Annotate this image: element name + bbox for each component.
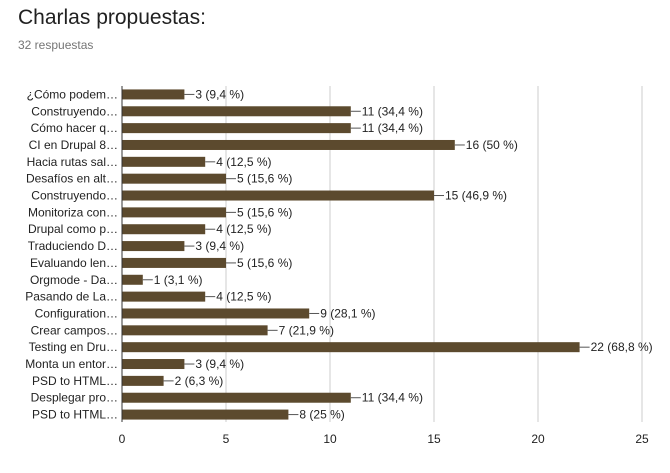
category-label: Construyendo… (31, 104, 118, 118)
category-label: Cómo hacer q… (31, 121, 118, 135)
category-label: Testing en Dru… (29, 340, 118, 354)
bar (122, 207, 226, 218)
category-label: Orgmode - Da… (30, 273, 118, 287)
bar (122, 156, 206, 167)
bar (122, 190, 434, 201)
bar (122, 325, 268, 336)
data-label: 7 (21,9 %) (279, 323, 334, 337)
category-label: Monta un entor… (25, 357, 118, 371)
data-label: 11 (34,4 %) (362, 121, 423, 135)
data-label: 5 (15,6 %) (237, 256, 292, 270)
data-label: 3 (9,4 %) (195, 87, 244, 101)
bar (122, 106, 351, 117)
category-label: Pasando de La… (25, 290, 118, 304)
bar (122, 224, 206, 235)
x-tick-label: 10 (323, 432, 337, 446)
data-label: 4 (12,5 %) (216, 290, 271, 304)
category-label: Configuration… (35, 306, 118, 320)
category-label: Crear campos… (31, 323, 118, 337)
response-count: 32 respuestas (18, 38, 94, 52)
bar (122, 257, 226, 268)
x-tick-label: 25 (635, 432, 649, 446)
data-label: 3 (9,4 %) (195, 357, 244, 371)
data-label: 15 (46,9 %) (445, 189, 507, 203)
data-label: 9 (28,1 %) (320, 306, 375, 320)
data-label: 3 (9,4 %) (195, 239, 244, 253)
data-label: 11 (34,4 %) (362, 104, 423, 118)
bar (122, 139, 455, 150)
bar (122, 173, 226, 184)
category-label: Traduciendo D… (28, 239, 118, 253)
category-label: Monitoriza con… (28, 205, 118, 219)
category-label: PSD to HTML… (32, 374, 118, 388)
data-label: 2 (6,3 %) (175, 374, 224, 388)
category-label: Desplegar pro… (31, 391, 118, 405)
bar (122, 123, 351, 134)
bar (122, 274, 143, 285)
category-label: Construyendo… (31, 189, 118, 203)
bar (122, 308, 310, 319)
data-label: 1 (3,1 %) (154, 273, 203, 287)
bar (122, 392, 351, 403)
bar (122, 359, 185, 370)
x-tick-label: 5 (223, 432, 230, 446)
x-tick-label: 15 (427, 432, 441, 446)
data-label: 5 (15,6 %) (237, 205, 292, 219)
bar (122, 89, 185, 100)
x-tick-label: 0 (119, 432, 126, 446)
category-label: Desafíos en alt… (26, 172, 118, 186)
data-label: 22 (68,8 %) (591, 340, 653, 354)
data-label: 5 (15,6 %) (237, 172, 292, 186)
data-label: 16 (50 %) (466, 138, 518, 152)
bar (122, 342, 580, 353)
x-tick-label: 20 (531, 432, 545, 446)
data-label: 8 (25 %) (299, 408, 344, 422)
data-label: 4 (12,5 %) (216, 155, 271, 169)
bar (122, 241, 185, 252)
category-label: Drupal como p… (28, 222, 118, 236)
category-label: Hacia rutas sal… (27, 155, 118, 169)
category-label: CI en Drupal 8… (29, 138, 118, 152)
data-label: 4 (12,5 %) (216, 222, 271, 236)
chart-title: Charlas propuestas: (18, 6, 206, 29)
category-label: ¿Cómo podem… (27, 87, 118, 101)
data-label: 11 (34,4 %) (362, 391, 423, 405)
category-label: PSD to HTML… (32, 408, 118, 422)
category-label: Evaluando len… (30, 256, 118, 270)
bar (122, 291, 206, 302)
bar (122, 375, 164, 386)
bar (122, 409, 289, 420)
